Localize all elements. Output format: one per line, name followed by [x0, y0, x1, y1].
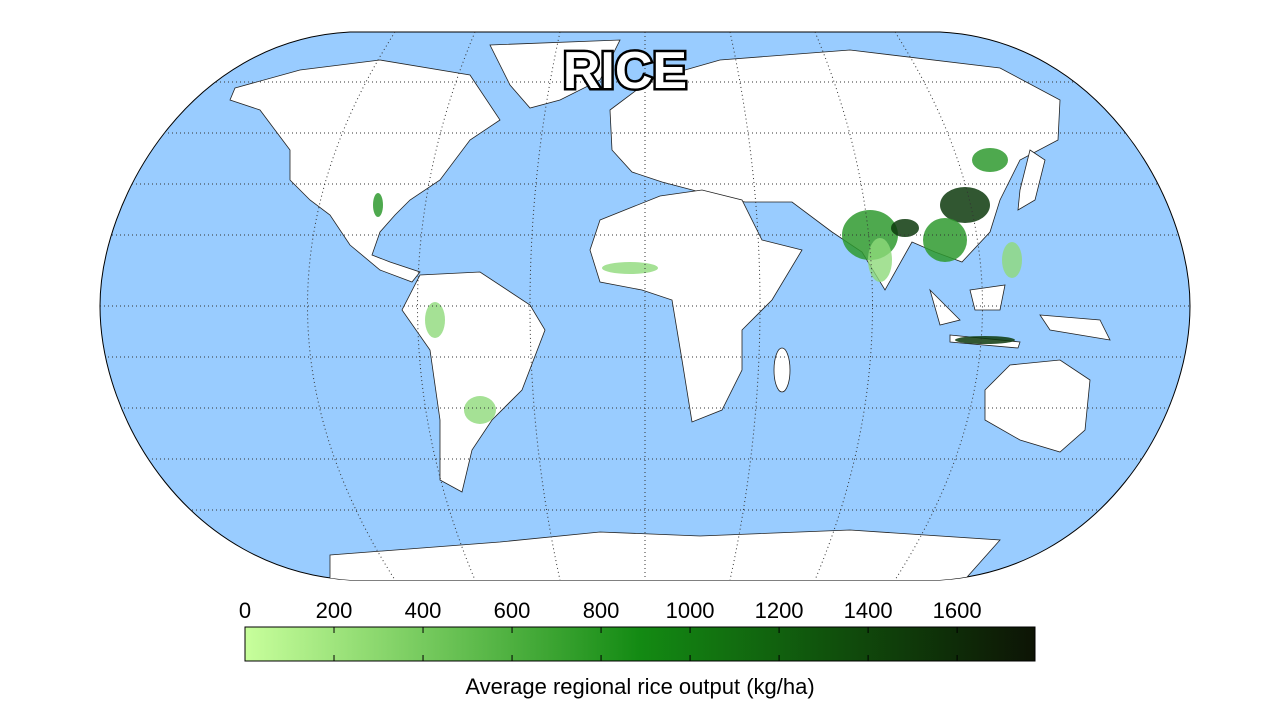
rice-region [373, 193, 383, 217]
land-masses [229, 39, 1111, 580]
colorbar-label: Average regional rice output (kg/ha) [465, 674, 814, 699]
colorbar-tick-label: 200 [316, 598, 353, 623]
colorbar-tick-label: 1400 [844, 598, 893, 623]
north-america [229, 59, 501, 283]
antarctica [329, 529, 1001, 580]
japan [1017, 149, 1046, 211]
colorbar-tick-label: 1000 [666, 598, 715, 623]
rice-region [464, 396, 496, 424]
map [99, 31, 1191, 581]
rice-region [425, 302, 445, 338]
colorbar-tick-label: 800 [583, 598, 620, 623]
colorbar-tick-label: 0 [239, 598, 251, 623]
colorbar-tick-label: 1200 [755, 598, 804, 623]
rice-region [868, 238, 892, 282]
colorbar-tick-label: 600 [494, 598, 531, 623]
colorbar-tick-label: 400 [405, 598, 442, 623]
map-title: RICE [563, 42, 687, 100]
rice-region [940, 187, 990, 223]
australia [984, 359, 1091, 453]
indonesia [929, 284, 1111, 349]
greenland [489, 39, 621, 109]
colorbar [244, 626, 1036, 662]
rice-region [972, 148, 1008, 172]
rice-region [891, 219, 919, 237]
colorbar-tick-label: 1600 [933, 598, 982, 623]
rice-region [955, 336, 1015, 344]
rice-region [1002, 242, 1022, 278]
madagascar [773, 347, 791, 393]
graticule [100, 32, 1190, 580]
rice-region [602, 262, 658, 274]
colorbar-bar [244, 626, 1036, 662]
rice-region [923, 218, 967, 262]
